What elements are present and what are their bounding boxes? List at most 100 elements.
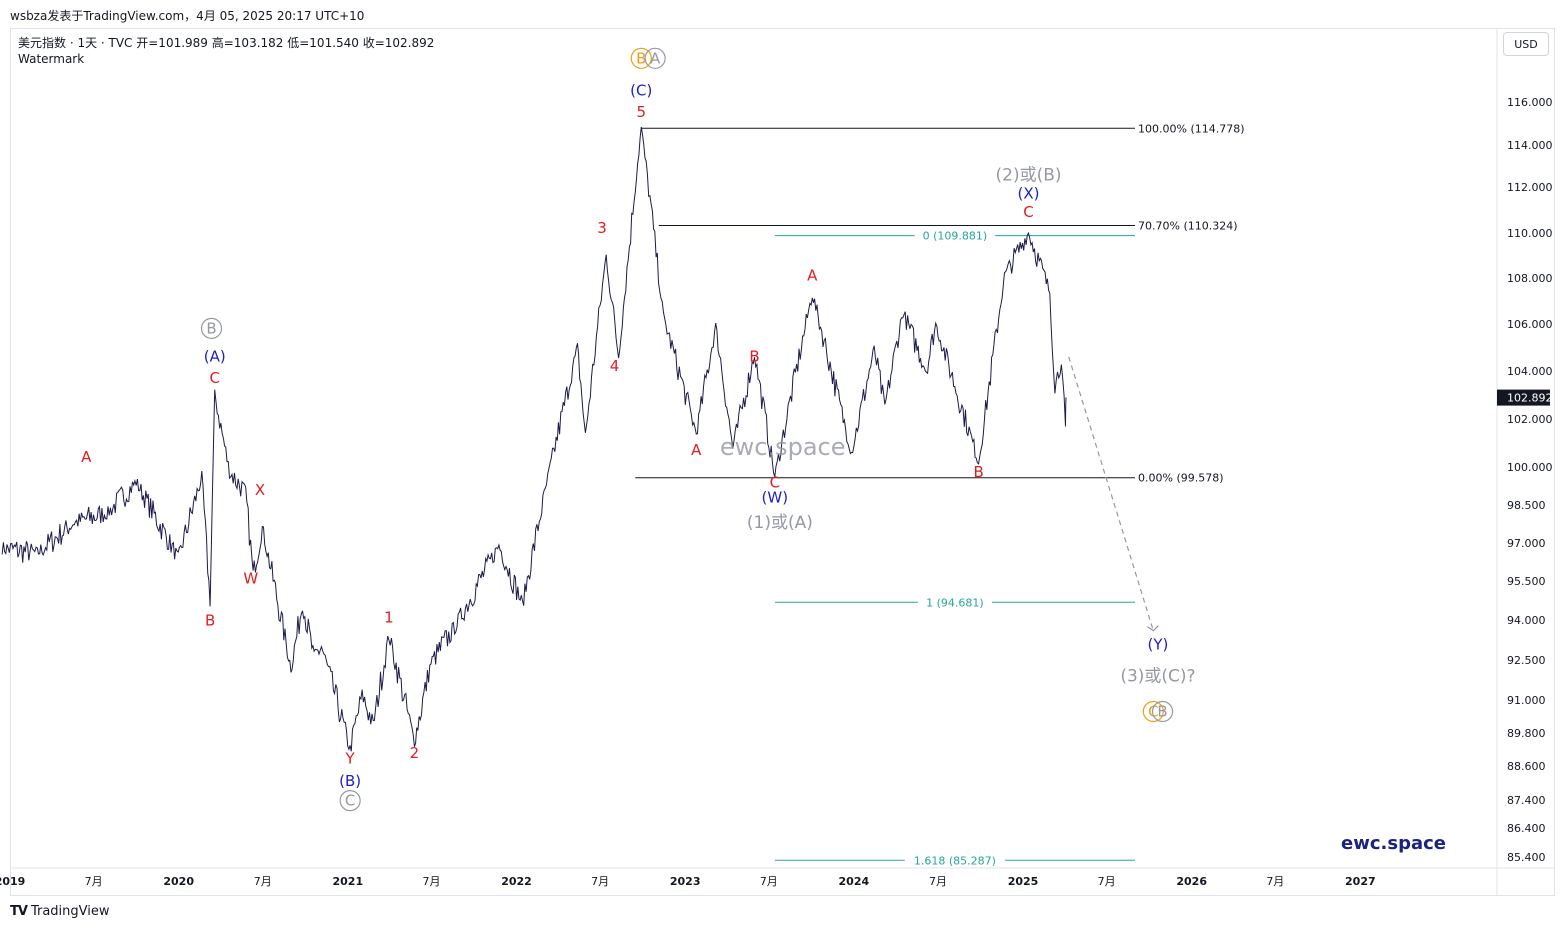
wave-label: Y (345, 749, 356, 767)
fib-level-label: 0.00% (99.578) (1138, 472, 1224, 485)
fib-retracement-layer: 100.00% (114.778) 70.70% (110.324) 0.00% (… (635, 122, 1245, 868)
wave-label: (2)或(B) (996, 166, 1062, 186)
y-tick-label: 92.500 (1507, 654, 1546, 667)
x-tick-label: 2022 (501, 875, 532, 888)
last-price-badge (1497, 389, 1550, 406)
y-tick-label: 85.400 (1507, 851, 1546, 864)
x-tick-label: 7月 (760, 875, 778, 888)
wave-label: 1 (384, 609, 394, 627)
wave-label-circle (630, 47, 652, 69)
wave-label: (W) (762, 488, 789, 506)
wave-label: A (807, 266, 818, 284)
price-series-layer: 102.892 (1, 126, 1553, 752)
y-tick-label: 108.000 (1507, 272, 1553, 285)
wave-label: B (973, 463, 983, 481)
wave-label: B (205, 611, 215, 629)
y-tick-label: 94.000 (1507, 614, 1546, 627)
y-tick-label: 116.000 (1507, 96, 1553, 109)
currency-button[interactable]: USD (1503, 32, 1549, 56)
publisher-bar: wsbza发表于TradingView.com，4月 05, 2025 20:1… (0, 0, 1565, 28)
fib-extension-label: 1 (94.681) (926, 596, 984, 609)
wave-label: (C) (630, 82, 652, 100)
last-price-label: 102.892 (1507, 392, 1553, 405)
x-tick-label: 7月 (85, 875, 103, 888)
y-tick-label: 100.000 (1507, 461, 1553, 474)
y-tick-label: 87.400 (1507, 794, 1546, 807)
x-tick-label: 7月 (591, 875, 609, 888)
axis-layer: 116.000 114.000 112.000 110.000 108.000 106.0… (0, 28, 1555, 896)
x-tick-label: 2020 (163, 875, 194, 888)
y-tick-label: 104.000 (1507, 365, 1553, 378)
wave-label-circle (339, 789, 361, 812)
wave-label: (Y) (1148, 635, 1169, 653)
y-tick-label: 95.500 (1507, 575, 1546, 588)
wave-label: 3 (597, 219, 607, 237)
wave-label: 2 (410, 744, 420, 762)
wave-label-circle (1151, 700, 1174, 723)
wave-label: B (749, 348, 759, 366)
fib-extension-label: 1.618 (85.287) (914, 854, 996, 867)
wave-label: W (243, 570, 258, 588)
wave-label: (B) (339, 772, 361, 790)
wave-label: B (1157, 703, 1167, 721)
watermark-label: Watermark (18, 52, 85, 66)
y-tick-label: 114.000 (1507, 139, 1553, 152)
fib-extension-label: 0 (109.881) (923, 230, 988, 243)
y-tick-label: 97.000 (1507, 537, 1546, 550)
symbol-legend: 美元指数 · 1天 · TVC 开=101.989 高=103.182 低=10… (18, 35, 434, 67)
tradingview-brand-label: TradingView (30, 904, 110, 919)
tradingview-brand[interactable]: TV TradingView (10, 904, 109, 919)
tradingview-logo-icon: TV (10, 904, 28, 919)
wave-label: C (770, 473, 780, 491)
watermark-text: ewc.space (1341, 833, 1446, 854)
fib-extension-label-bg (917, 595, 992, 610)
y-tick-label: 86.400 (1507, 822, 1546, 835)
fib-level-label: 100.00% (114.778) (1138, 122, 1245, 135)
x-tick-label: 2026 (1176, 875, 1207, 888)
wave-label: X (255, 481, 265, 499)
y-tick-label: 88.600 (1507, 760, 1546, 773)
wave-label: 4 (610, 357, 620, 375)
wave-label: C (209, 369, 219, 387)
publisher-line: wsbza发表于TradingView.com，4月 05, 2025 20:1… (10, 9, 365, 23)
projection-arrow-head (1146, 625, 1159, 632)
wave-label-circle (1142, 700, 1164, 723)
wave-label: (1)或(A) (747, 513, 813, 533)
fib-extension-label-bg (904, 853, 1006, 868)
x-tick-label: 2027 (1345, 875, 1376, 888)
y-tick-label: 106.000 (1507, 318, 1553, 331)
wave-label: B (636, 49, 646, 67)
y-tick-label: 102.000 (1507, 413, 1553, 426)
wave-label-circle (644, 47, 666, 69)
fib-level-label: 70.70% (110.324) (1138, 220, 1238, 233)
y-tick-label: 110.000 (1507, 227, 1553, 240)
wave-label: C (345, 792, 355, 810)
x-tick-label: 7月 (422, 875, 440, 888)
wave-label: C (1023, 203, 1033, 221)
wave-label: (3)或(C)? (1120, 666, 1195, 686)
x-tick-label: 2024 (839, 875, 870, 888)
x-tick-label: 7月 (929, 875, 947, 888)
wave-label: B (206, 319, 216, 337)
y-tick-label: 89.800 (1507, 727, 1546, 740)
wave-label: C (1148, 703, 1158, 721)
x-tick-label: 2019 (0, 875, 25, 888)
x-tick-label: 2021 (333, 875, 364, 888)
watermark-text: ewc.space (720, 433, 846, 461)
y-tick-label: 112.000 (1507, 181, 1553, 194)
wave-label: (X) (1018, 185, 1040, 203)
fib-extension-label-bg (914, 228, 996, 243)
y-tick-label: 98.500 (1507, 499, 1546, 512)
wave-label-circle (200, 317, 223, 339)
projection-arrow-line (1068, 356, 1154, 631)
x-tick-label: 7月 (1266, 875, 1284, 888)
wave-label: A (691, 441, 702, 459)
wave-label: A (81, 448, 92, 466)
price-line (1, 126, 1067, 752)
chart-frame (10, 28, 1555, 896)
y-tick-label: 91.000 (1507, 694, 1546, 707)
wave-label: A (650, 49, 661, 67)
x-tick-label: 7月 (254, 875, 272, 888)
